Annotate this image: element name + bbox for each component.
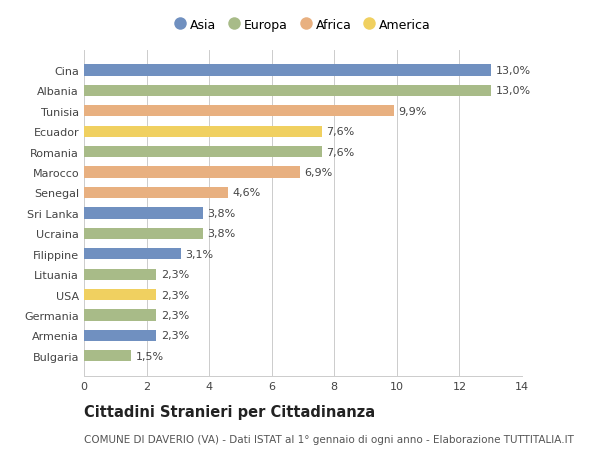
Bar [84,249,181,260]
Bar [84,167,300,178]
Text: 7,6%: 7,6% [326,147,355,157]
Text: 13,0%: 13,0% [496,66,530,76]
Bar [84,310,156,321]
Bar [84,350,131,362]
Text: Cittadini Stranieri per Cittadinanza: Cittadini Stranieri per Cittadinanza [84,404,375,419]
Text: 3,8%: 3,8% [208,208,236,218]
Text: 6,9%: 6,9% [305,168,333,178]
Text: 4,6%: 4,6% [233,188,261,198]
Bar [84,65,491,77]
Text: 9,9%: 9,9% [398,106,427,117]
Bar [84,330,156,341]
Bar [84,147,322,158]
Bar [84,208,203,219]
Text: 2,3%: 2,3% [161,290,189,300]
Text: 3,8%: 3,8% [208,229,236,239]
Text: 7,6%: 7,6% [326,127,355,137]
Text: 2,3%: 2,3% [161,310,189,320]
Bar [84,187,228,199]
Text: COMUNE DI DAVERIO (VA) - Dati ISTAT al 1° gennaio di ogni anno - Elaborazione TU: COMUNE DI DAVERIO (VA) - Dati ISTAT al 1… [84,434,574,444]
Bar [84,269,156,280]
Text: 2,3%: 2,3% [161,269,189,280]
Text: 13,0%: 13,0% [496,86,530,96]
Bar [84,106,394,117]
Text: 2,3%: 2,3% [161,330,189,341]
Bar [84,126,322,138]
Bar [84,228,203,240]
Bar [84,289,156,301]
Legend: Asia, Europa, Africa, America: Asia, Europa, Africa, America [170,14,436,37]
Text: 1,5%: 1,5% [136,351,164,361]
Text: 3,1%: 3,1% [185,249,214,259]
Bar [84,86,491,97]
